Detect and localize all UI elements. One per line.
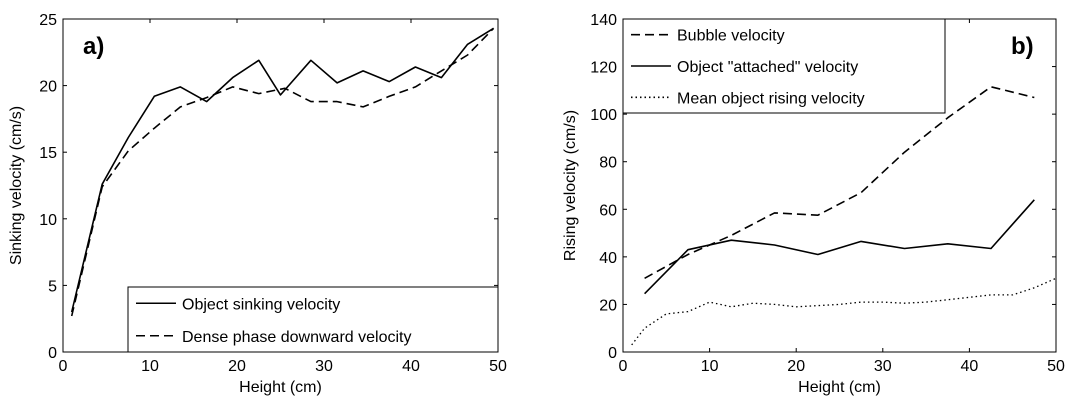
- y-tick-label: 60: [599, 202, 617, 219]
- legend-label: Object "attached" velocity: [677, 59, 858, 76]
- x-tick-label: 20: [228, 358, 246, 375]
- y-tick-label: 15: [39, 145, 57, 162]
- series-line-2: [644, 199, 1035, 295]
- y-axis-label: Sinking velocity (cm/s): [8, 106, 25, 265]
- x-tick-label: 50: [1047, 358, 1065, 375]
- x-tick-label: 50: [489, 358, 507, 375]
- y-tick-label: 20: [39, 79, 57, 96]
- y-tick-label: 80: [599, 155, 617, 172]
- panel-label: b): [1011, 33, 1034, 60]
- series-line-2: [70, 27, 495, 317]
- x-axis-label: Height (cm): [239, 379, 322, 396]
- legend-label: Dense phase downward velocity: [182, 329, 411, 346]
- series-line-1: [70, 27, 495, 313]
- y-tick-label: 140: [590, 12, 617, 29]
- legend-label: Mean object rising velocity: [677, 90, 865, 107]
- x-tick-label: 10: [141, 358, 159, 375]
- chart-panel-2: 0 10 20 30 40 50 0 20 40 60 80 100 120 140 Height (cm)…: [562, 12, 1065, 396]
- x-tick-label: 30: [874, 358, 892, 375]
- x-axis-label: Height (cm): [798, 379, 881, 396]
- y-axis-label: Rising velocity (cm/s): [562, 110, 579, 261]
- y-tick-label: 120: [590, 60, 617, 77]
- x-tick-label: 20: [787, 358, 805, 375]
- y-tick-label: 0: [608, 345, 617, 362]
- x-tick-label: 40: [961, 358, 979, 375]
- series-line-3: [631, 277, 1057, 346]
- x-tick-label: 0: [619, 358, 628, 375]
- legend: Object sinking velocity Dense phase downw…: [127, 286, 499, 353]
- y-tick-label: 5: [48, 278, 57, 295]
- legend-box: [622, 18, 946, 114]
- x-tick-label: 10: [701, 358, 719, 375]
- y-tick-label: 40: [599, 250, 617, 267]
- y-tick-label: 10: [39, 212, 57, 229]
- legend: Bubble velocity Object "attached" velocit…: [622, 18, 946, 114]
- chart-panel-1: 0 10 20 30 40 50 0 5 10 15 20 25 Height (cm) Sinking …: [8, 12, 507, 396]
- legend-label: Bubble velocity: [677, 28, 785, 45]
- x-tick-label: 30: [315, 358, 333, 375]
- legend-box: [127, 286, 499, 353]
- y-tick-label: 25: [39, 12, 57, 29]
- y-tick-label: 0: [48, 345, 57, 362]
- series-line-1: [644, 86, 1035, 280]
- legend-label: Object sinking velocity: [182, 296, 340, 313]
- x-tick-label: 40: [402, 358, 420, 375]
- y-tick-label: 20: [599, 297, 617, 314]
- y-tick-label: 100: [590, 107, 617, 124]
- panel-label: a): [83, 33, 104, 60]
- x-tick-label: 0: [59, 358, 68, 375]
